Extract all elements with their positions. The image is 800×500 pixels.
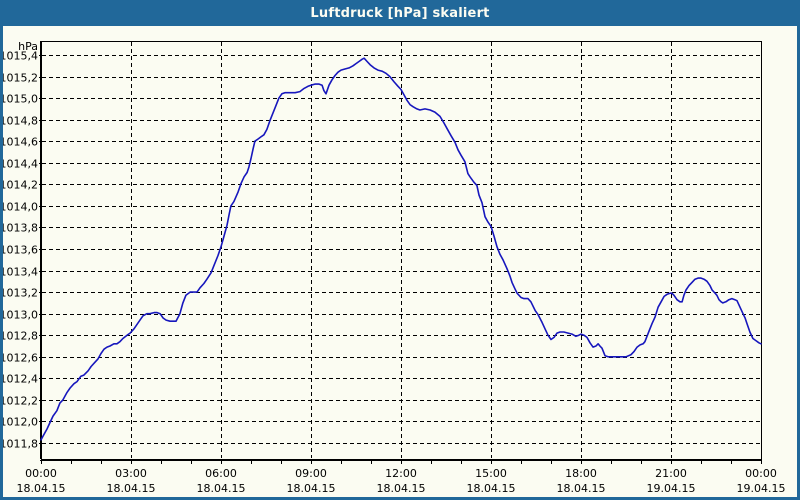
x-axis-time-label: 21:00 <box>655 467 687 480</box>
x-axis-date-label: 19.04.15 <box>737 482 786 495</box>
y-axis-label: 1013,4 <box>3 266 38 279</box>
x-axis-time-label: 03:00 <box>115 467 147 480</box>
x-axis-date-label: 18.04.15 <box>557 482 606 495</box>
y-axis-label: 1015,4 <box>3 50 38 63</box>
y-axis-label: 1015,2 <box>3 72 38 85</box>
pressure-line-chart: 1015,4 1015,2 1015,0 1014,8 1014,6 1014,4 1014… <box>3 40 786 495</box>
y-axis-label: 1014,2 <box>3 179 38 192</box>
x-axis-time-label: 12:00 <box>385 467 417 480</box>
y-axis-label: 1013,8 <box>3 222 38 235</box>
title-bar: Luftdruck [hPa] skaliert <box>3 3 797 26</box>
x-axis-time-label: 15:00 <box>475 467 507 480</box>
y-axis-unit-label: hPa <box>18 40 38 53</box>
x-axis-date-label: 18.04.15 <box>197 482 246 495</box>
y-axis-label: 1012,8 <box>3 330 38 343</box>
y-axis-label: 1014,0 <box>3 201 38 214</box>
y-axis-label: 1013,2 <box>3 287 38 300</box>
y-axis-label: 1013,0 <box>3 309 38 322</box>
x-axis-time-label: 00:00 <box>25 467 57 480</box>
pressure-series-line <box>40 57 762 441</box>
y-axis-label: 1012,4 <box>3 373 38 386</box>
y-axis-label: 1012,2 <box>3 395 38 408</box>
y-axis-label: 1014,8 <box>3 115 38 128</box>
x-axis-time-label: 18:00 <box>565 467 597 480</box>
y-axis-label: 1014,4 <box>3 158 38 171</box>
x-axis-time-label: 06:00 <box>205 467 237 480</box>
y-axis-label: 1012,0 <box>3 416 38 429</box>
y-axis-label: 1012,6 <box>3 352 38 365</box>
y-axis-label: 1011,8 <box>3 438 38 451</box>
x-axis-date-label: 18.04.15 <box>377 482 426 495</box>
x-axis-date-label: 18.04.15 <box>287 482 336 495</box>
x-axis-time-label: 00:00 <box>745 467 777 480</box>
x-axis-date-label: 18.04.15 <box>107 482 156 495</box>
window-title: Luftdruck [hPa] skaliert <box>310 5 490 21</box>
chart-area: 1015,4 1015,2 1015,0 1014,8 1014,6 1014,4 1014… <box>3 26 797 497</box>
y-axis-label: 1014,6 <box>3 136 38 149</box>
x-axis-date-label: 19.04.15 <box>647 482 696 495</box>
x-axis-time-label: 09:00 <box>295 467 327 480</box>
x-axis-date-label: 18.04.15 <box>17 482 66 495</box>
x-axis-date-label: 18.04.15 <box>467 482 516 495</box>
y-axis-label: 1013,6 <box>3 244 38 257</box>
plot-border <box>41 41 762 460</box>
y-axis-label: 1015,0 <box>3 93 38 106</box>
